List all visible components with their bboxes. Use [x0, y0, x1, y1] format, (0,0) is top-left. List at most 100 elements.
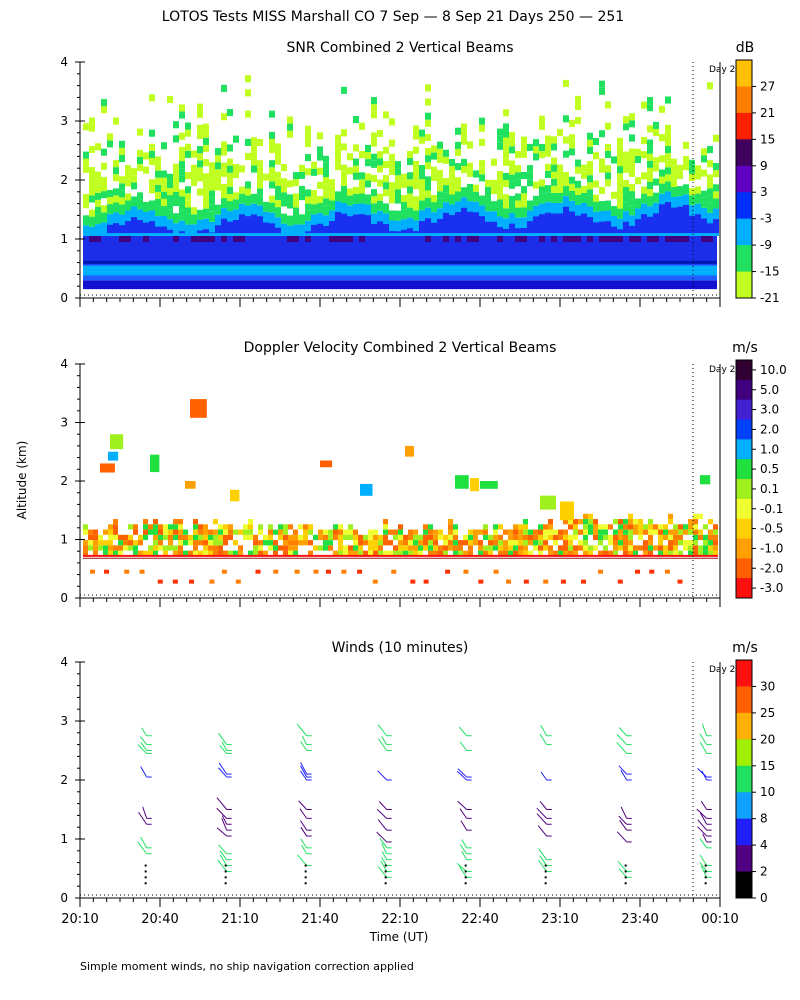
snr-cell — [425, 119, 431, 127]
snr-cell — [383, 189, 389, 197]
snr-cell — [125, 193, 131, 201]
wind-barb — [701, 723, 708, 736]
velocity-cell — [413, 529, 418, 535]
velocity-cell — [648, 540, 653, 546]
velocity-cell — [418, 550, 423, 556]
snr-cell — [395, 189, 401, 197]
colorbar-label: -0.5 — [760, 522, 783, 536]
snr-cell — [521, 186, 527, 194]
snr-cell — [491, 201, 497, 212]
velocity-cell — [523, 524, 528, 530]
snr-cell — [89, 216, 95, 227]
wind-barb — [618, 815, 628, 825]
velocity-cell — [468, 529, 473, 535]
velocity-cell — [168, 524, 173, 530]
snr-cell — [413, 125, 419, 133]
snr-cell — [239, 193, 245, 204]
snr-cell — [407, 193, 413, 201]
snr-cell — [137, 164, 143, 172]
snr-cell — [383, 146, 389, 154]
velocity-cell — [93, 529, 98, 535]
snr-cell — [323, 177, 329, 185]
snr-cell — [287, 201, 293, 209]
velocity-cell — [688, 550, 693, 556]
snr-cell — [311, 168, 317, 176]
snr-cell — [593, 137, 599, 146]
snr-cell — [689, 173, 695, 182]
wind-barb — [221, 815, 228, 825]
velocity-cell — [433, 529, 438, 535]
snr-cell — [167, 202, 173, 210]
snr-cell — [161, 205, 167, 216]
velocity-cell — [233, 529, 238, 535]
velocity-cell — [398, 529, 403, 535]
snr-cell — [89, 174, 95, 182]
snr-cell — [599, 201, 605, 212]
snr-cell — [713, 184, 719, 192]
velocity-cell — [228, 529, 233, 535]
velocity-cell — [328, 545, 333, 551]
velocity-cell — [313, 545, 318, 551]
snr-cell — [377, 129, 383, 138]
snr-cell — [629, 191, 635, 199]
snr-cell — [191, 171, 197, 179]
snr-cell — [533, 195, 539, 206]
snr-cell — [377, 193, 383, 201]
snr-cell — [437, 177, 443, 185]
y-tick-label: 1 — [60, 232, 68, 246]
snr-cell — [245, 181, 251, 189]
snr-cell — [305, 154, 311, 162]
snr-cell — [521, 207, 527, 218]
snr-cell — [587, 139, 593, 147]
velocity-cell — [488, 545, 493, 551]
wind-point — [464, 882, 467, 885]
snr-cell — [443, 149, 449, 157]
colorbar-swatch — [736, 845, 752, 873]
snr-cell — [377, 221, 383, 234]
snr-cell — [617, 159, 623, 167]
snr-cell — [629, 225, 635, 234]
velocity-cell — [673, 529, 678, 535]
snr-cell — [407, 200, 413, 208]
velocity-cell — [278, 534, 283, 541]
wind-profile — [376, 724, 392, 885]
snr-cell — [359, 236, 365, 243]
snr-cell — [623, 201, 629, 212]
snr-cell — [401, 173, 407, 181]
snr-cell — [689, 195, 695, 206]
snr-cell — [83, 165, 89, 173]
wind-barb — [697, 768, 708, 778]
wind-barb — [539, 733, 548, 745]
velocity-cell — [543, 534, 548, 541]
snr-cell — [425, 183, 431, 191]
snr-cell — [257, 138, 263, 147]
snr-cell — [605, 221, 611, 234]
snr-cell — [479, 160, 485, 168]
velocity-cell — [668, 529, 673, 535]
snr-cell — [347, 167, 353, 175]
snr-cell — [575, 215, 581, 234]
velocity-cell — [313, 569, 319, 574]
velocity-cell — [463, 550, 468, 556]
snr-cell — [623, 165, 629, 173]
snr-cell — [563, 150, 569, 158]
snr-cell — [671, 158, 677, 166]
velocity-cell — [143, 524, 148, 530]
velocity-cell — [198, 524, 203, 530]
snr-cell — [683, 155, 689, 164]
snr-cell — [671, 165, 677, 173]
velocity-cell — [698, 513, 703, 520]
velocity-cell — [543, 529, 548, 535]
velocity-cell — [228, 524, 233, 530]
velocity-cell — [83, 545, 88, 551]
snr-cell — [275, 200, 281, 208]
snr-cell — [275, 171, 281, 179]
snr-cell — [449, 159, 455, 167]
velocity-cell — [493, 534, 498, 541]
velocity-cell — [308, 524, 313, 530]
snr-cell — [335, 212, 341, 234]
velocity-cell — [198, 540, 203, 546]
velocity-cell — [368, 534, 373, 541]
snr-cell — [239, 236, 245, 243]
